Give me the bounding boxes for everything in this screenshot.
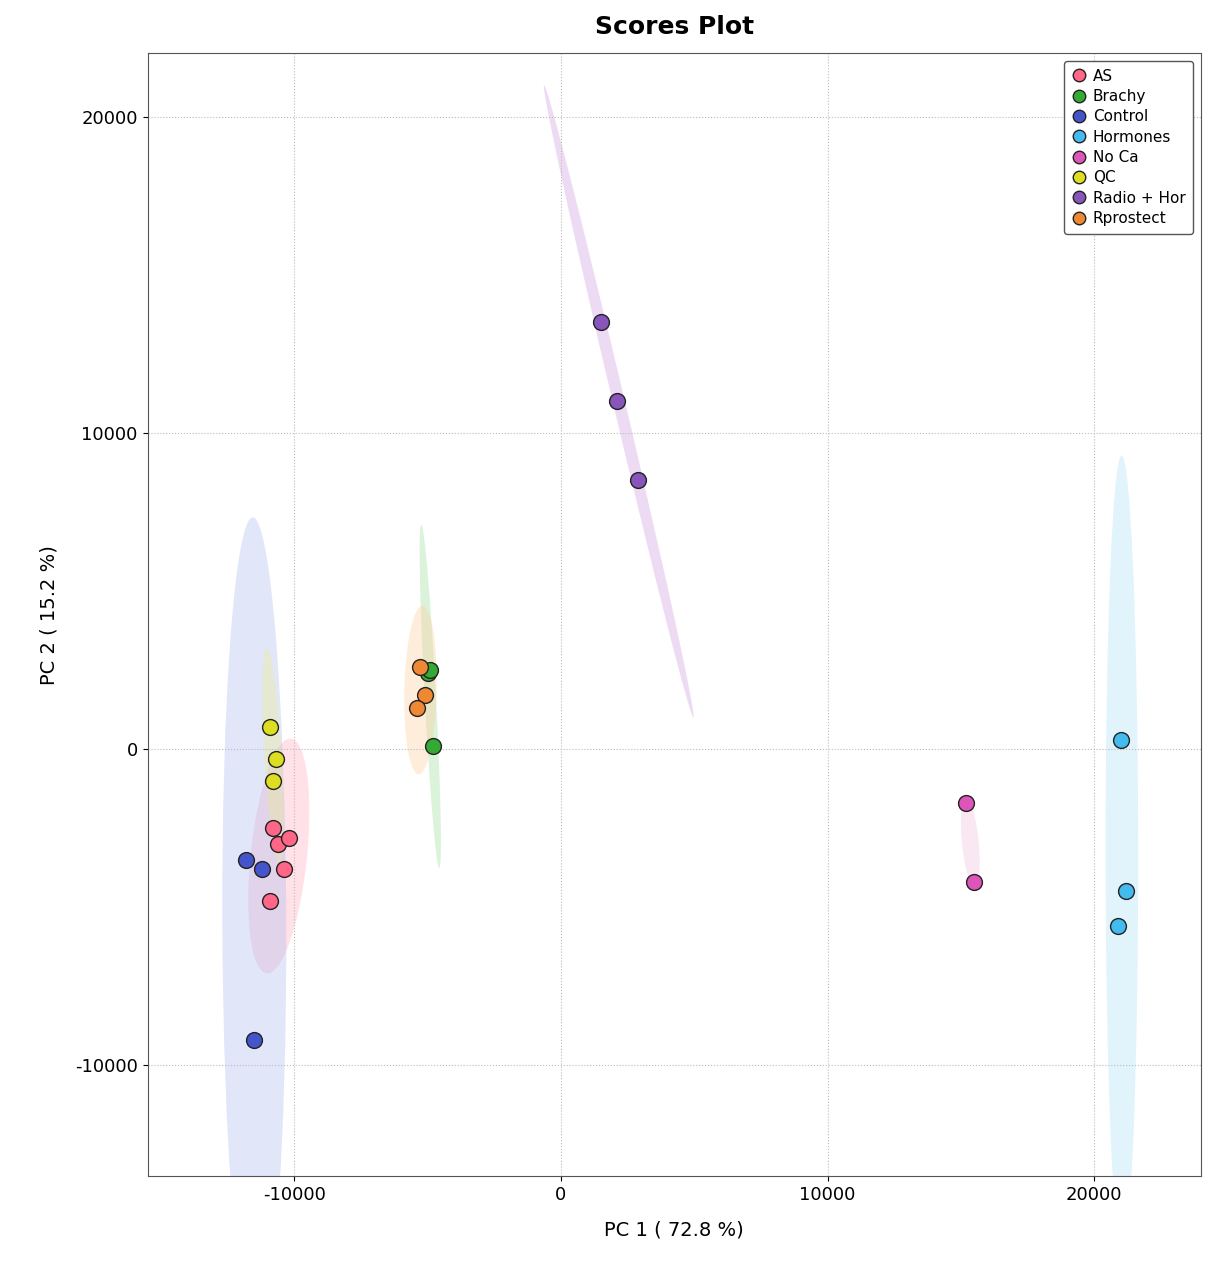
- Point: [418, 663, 438, 684]
- Ellipse shape: [263, 648, 283, 864]
- Point: [407, 698, 427, 718]
- Point: [260, 891, 280, 911]
- Y-axis label: PC 2 ( 15.2 %): PC 2 ( 15.2 %): [39, 545, 58, 685]
- Ellipse shape: [420, 525, 441, 868]
- Point: [591, 312, 610, 333]
- Point: [237, 850, 257, 870]
- Point: [263, 818, 282, 838]
- Point: [415, 685, 434, 705]
- Point: [410, 657, 429, 677]
- Ellipse shape: [961, 799, 980, 886]
- Point: [263, 771, 282, 791]
- Point: [269, 833, 288, 854]
- Title: Scores Plot: Scores Plot: [595, 15, 754, 38]
- Point: [607, 392, 626, 412]
- Ellipse shape: [544, 84, 693, 718]
- Ellipse shape: [1105, 456, 1138, 1249]
- Point: [260, 717, 280, 737]
- Point: [629, 470, 648, 490]
- Point: [421, 659, 440, 680]
- Ellipse shape: [223, 517, 286, 1280]
- Point: [244, 1030, 264, 1051]
- Point: [280, 827, 299, 847]
- Ellipse shape: [404, 605, 437, 774]
- Point: [423, 736, 443, 756]
- Point: [957, 792, 976, 813]
- Point: [266, 749, 286, 769]
- Point: [274, 859, 293, 879]
- Point: [1109, 916, 1128, 937]
- Point: [1116, 881, 1136, 901]
- Point: [1111, 730, 1131, 750]
- X-axis label: PC 1 ( 72.8 %): PC 1 ( 72.8 %): [604, 1220, 744, 1239]
- Ellipse shape: [248, 739, 309, 973]
- Point: [964, 872, 984, 892]
- Legend: AS, Brachy, Control, Hormones, No Ca, QC, Radio + Hor, Rprostect: AS, Brachy, Control, Hormones, No Ca, QC…: [1064, 61, 1193, 234]
- Point: [253, 859, 272, 879]
